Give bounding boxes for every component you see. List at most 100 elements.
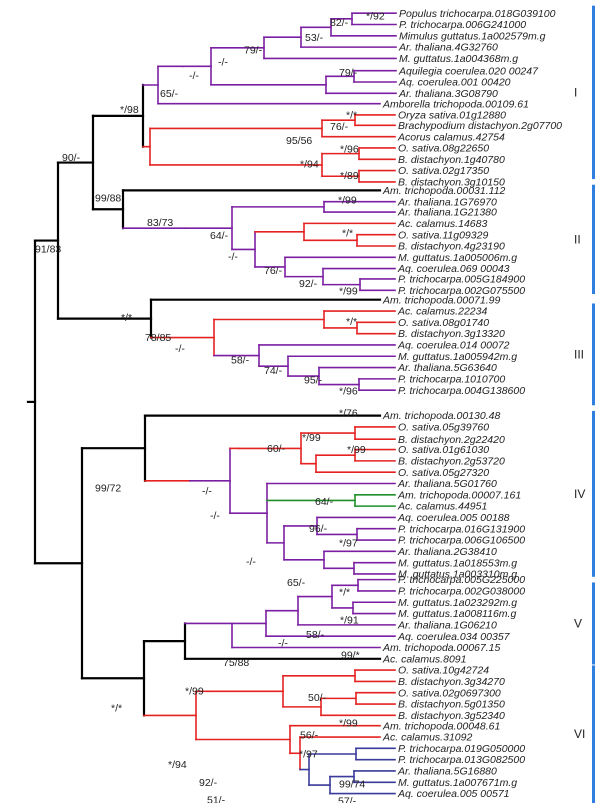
- leaf-label: Ac. calamus.14683: [397, 218, 487, 230]
- leaf-label: B. distachyon.2g53720: [398, 455, 505, 467]
- leaf-label: Aq. coerulea.005 00188: [397, 512, 510, 524]
- support-value: */99: [347, 444, 366, 456]
- group-label: I: [574, 85, 577, 99]
- leaf-label: M. guttatus.1a007671m.g: [398, 777, 517, 789]
- support-value: */99: [302, 432, 321, 444]
- leaf-label: B. distachyon.2g22420: [398, 434, 505, 446]
- support-value: 75/88: [223, 657, 249, 669]
- leaf-label: Aq. coerulea.001 00420: [398, 77, 511, 89]
- leaf-label: M. guttatus.1a018553m.g: [398, 557, 517, 569]
- support-value: 83/73: [147, 217, 173, 229]
- group-label: IV: [574, 487, 585, 501]
- support-value: 99/*: [341, 650, 360, 662]
- support-value: 78/85: [145, 332, 171, 344]
- leaf-label: B. distachyon.3g34270: [398, 676, 505, 688]
- leaf-label: M. guttatus.1a005942m.g: [398, 351, 517, 363]
- leaf-label: Mimulus guttatus.1a002579m.g: [399, 30, 546, 42]
- support-value: 99/74: [339, 779, 365, 791]
- leaf-label: O. sativa.05g39760: [398, 422, 489, 434]
- support-value: */*: [346, 109, 357, 121]
- support-value: -/-: [202, 486, 212, 498]
- leaf-label: O. sativa.01g61030: [398, 444, 489, 456]
- support-value: 64/-: [315, 496, 334, 508]
- support-value: */76: [339, 407, 358, 419]
- leaf-label: B. distachyon.3g52340: [398, 710, 505, 722]
- leaf-label: Ar. thaliana.5G16880: [397, 766, 497, 778]
- support-value: -/-: [175, 343, 185, 355]
- leaf-label: B. distachyon.3g13320: [398, 328, 505, 340]
- support-value: 76/-: [264, 265, 283, 277]
- leaf-label: M. guttatus.1a003310m.g: [398, 569, 517, 581]
- group-label: III: [574, 347, 584, 361]
- group-bar: [592, 410, 595, 577]
- leaf-label: O. sativa.08g22650: [398, 143, 489, 155]
- leaf-label: Am. trichopoda.00067.15: [382, 642, 500, 654]
- leaf-label: P. trichocarpa.013G082500: [398, 754, 525, 766]
- support-value: -/-: [210, 510, 220, 522]
- support-value: 92/-: [299, 278, 318, 290]
- support-value: 90/-: [62, 152, 81, 164]
- leaf-label: B. distachyon.1g40780: [398, 154, 505, 166]
- support-value: 51/-: [207, 795, 226, 803]
- leaf-label: Am. trichopoda.00048.61: [382, 720, 500, 732]
- support-value: */*: [346, 316, 357, 328]
- leaf-label: P. trichocarpa.005G184900: [398, 274, 525, 286]
- leaf-label: P. trichocarpa.005G225000: [398, 574, 525, 586]
- leaf-label: Ar. thaliana.1G76970: [397, 196, 497, 208]
- support-value: */94: [168, 759, 187, 771]
- leaf-label: Ar. thaliana.2G38410: [397, 546, 497, 558]
- group-label: II: [574, 232, 581, 246]
- support-value: -/-: [228, 251, 238, 263]
- leaf-label: Aq. coerulea.069 00043: [397, 263, 510, 275]
- leaf-label: Oryza sativa.01g12880: [398, 110, 506, 122]
- support-value: 95/-: [304, 374, 323, 386]
- support-value: 92/-: [199, 777, 218, 789]
- support-value: */98: [120, 104, 139, 116]
- leaf-label: Amborella trichopoda.00109.61: [382, 98, 529, 110]
- leaf-label: O. sativa.11g09329: [398, 229, 488, 241]
- leaf-label: Aquilegia coerulea.020 00247: [398, 65, 539, 77]
- support-value: 99/88: [95, 192, 121, 204]
- support-value: 96/-: [309, 523, 328, 535]
- leaf-label: P. trichocarpa.016G131900: [398, 523, 525, 535]
- leaf-label: M. guttatus.1a008116m.g: [398, 608, 516, 620]
- group-label: VI: [574, 727, 585, 741]
- leaf-label: O. sativa.10g42724: [398, 665, 489, 677]
- leaf-label: P. trichocarpa.1010700: [398, 373, 505, 385]
- group-bars: [592, 5, 595, 803]
- leaf-label: O. sativa.02g0697300: [398, 687, 501, 699]
- leaf-label: Am. trichopoda.00031.112: [382, 185, 506, 197]
- support-value: */94: [300, 158, 319, 170]
- support-value: */89: [340, 170, 359, 182]
- leaf-label: B. distachyon.3g10150: [398, 177, 505, 189]
- support-value: */*: [121, 312, 132, 324]
- support-value: */99: [339, 286, 358, 298]
- leaf-label: Ac. calamus.44951: [397, 501, 487, 513]
- leaf-label: Am. trichopoda.00071.99: [382, 294, 500, 306]
- support-value: */*: [342, 227, 353, 239]
- leaf-label: O. sativa.02g17350: [398, 165, 489, 177]
- leaf-label: Ar. thaliana.3G08790: [398, 88, 498, 100]
- group-label: V: [574, 616, 582, 630]
- leaf-label: P. trichocarpa.002G038000: [398, 586, 525, 598]
- leaf-label: O. sativa.08g01740: [398, 317, 489, 329]
- support-value: */92: [366, 11, 385, 23]
- leaf-label: Aq. coerulea.005 00571: [397, 788, 510, 800]
- support-value: 53/-: [305, 32, 324, 44]
- support-value: 79/-: [339, 67, 358, 79]
- support-value: -/-: [218, 57, 228, 69]
- support-value: 95/56: [286, 135, 312, 147]
- group-bar: [592, 303, 595, 406]
- support-value: 58/-: [231, 355, 250, 367]
- support-value: */99: [185, 685, 204, 697]
- group-bar: [592, 184, 595, 295]
- leaf-label: Ac. calamus.22234: [397, 306, 487, 318]
- support-value: 58/-: [306, 629, 325, 641]
- leaf-label: Aq. coerulea.034 00357: [397, 631, 511, 643]
- support-value: 65/-: [160, 88, 179, 100]
- support-value: */96: [340, 143, 359, 155]
